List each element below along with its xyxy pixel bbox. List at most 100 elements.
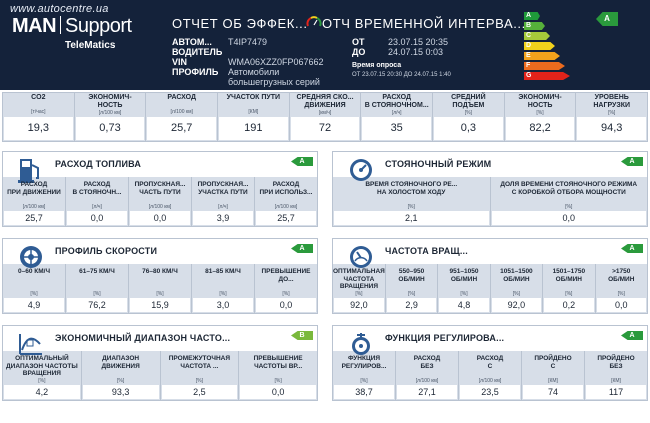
panel-control: ФУНКЦИЯ РЕГУЛИРОВА... A ФУНКЦИЯ РЕГУЛИРОВ..…	[332, 325, 648, 401]
speedometer-icon	[347, 156, 375, 189]
metric-label: ВРЕМЯ СТОЯНОЧНОГО РЕ... НА ХОЛОСТОМ ХОДУ	[365, 181, 458, 196]
metric-label: ПРОМЕЖУТОЧНАЯ ЧАСТОТА ...	[168, 355, 231, 370]
field-driver: ВОДИТЕЛЬ	[172, 47, 223, 57]
summary-value: 94,3	[577, 117, 647, 140]
field-to: ДО 24.07.15 0:03	[352, 47, 444, 57]
brand-man: MAN	[12, 15, 57, 37]
metric-cell: 76–80 КМ/Ч [%] 15,9	[129, 264, 192, 313]
efficiency-bar-f: F	[524, 62, 565, 70]
panel-title: ЧАСТОТА ВРАЩ...	[385, 246, 468, 256]
metric-value: 4,2	[4, 385, 80, 399]
panel-idle: СТОЯНОЧНЫЙ РЕЖИМ A ВРЕМЯ СТОЯНОЧНОГО РЕ...…	[332, 151, 648, 227]
panel-speed: ПРОФИЛЬ СКОРОСТИ A 0–60 КМ/Ч [%] 4,9 61–75 КМ…	[2, 238, 318, 314]
metric-cell: ПРЕВЫШЕНИЕ ЧАСТОТЫ ВР... [%] 0,0	[239, 351, 317, 400]
summary-label: ЭКОНОМИЧ- НОСТЬ	[88, 94, 132, 109]
metric-unit: [%]	[274, 377, 282, 384]
metric-label: 0–60 КМ/Ч	[17, 268, 51, 275]
summary-value: 72	[290, 117, 360, 140]
efficiency-bar-a: A	[524, 12, 540, 20]
summary-cell: РАСХОД [л/100 км] 25,7	[146, 93, 219, 141]
panel-header: ПРОФИЛЬ СКОРОСТИ A	[3, 239, 317, 268]
gauge-icon	[306, 16, 322, 27]
metric-cell: РАСХОД С [л/100 км] 23,5	[459, 351, 522, 400]
metric-value: 76,2	[67, 298, 127, 312]
metric-unit: [%]	[282, 290, 290, 297]
metric-unit: [%]	[38, 377, 46, 384]
metric-cell: РАСХОД ПРИ ИСПОЛЬЗ... [л/100 км] 25,7	[255, 177, 317, 226]
panel-header: РАСХОД ТОПЛИВА A	[3, 152, 317, 183]
metric-unit: [л/100 км]	[274, 203, 298, 210]
summary-row: CO2 [т/час] 19,3 ЭКОНОМИЧ- НОСТЬ [л/100 км] 0,…	[2, 92, 648, 142]
summary-label: ЭКОНОМИЧ- НОСТЬ	[518, 94, 562, 109]
metric-unit: [%]	[407, 290, 416, 297]
metric-value: 23,5	[460, 385, 520, 399]
metric-label: РАСХОД В СТОЯНОЧН...	[72, 181, 122, 196]
efficiency-bar-d: D	[524, 42, 555, 50]
metric-cell: ОПТИМАЛЬНАЯ ЧАСТОТА ВРАЩЕНИЯ [%] 92,0	[333, 264, 386, 313]
metric-cell: ДИАПАЗОН ДВИЖЕНИЯ [%] 93,3	[82, 351, 161, 400]
panel-grade-badge: A	[291, 157, 313, 166]
metric-value: 2,9	[386, 298, 437, 312]
metric-cell: ДОЛЯ ВРЕМЕНИ СТОЯНОЧНОГО РЕЖИМА С КОРОБКО…	[491, 177, 648, 226]
summary-value: 82,2	[505, 117, 575, 140]
summary-unit: [КМ]	[248, 109, 259, 116]
panel-grade-badge: B	[291, 331, 313, 340]
summary-unit: [%]	[464, 110, 472, 116]
metric-value: 15,9	[130, 298, 190, 312]
metric-label: ДИАПАЗОН ДВИЖЕНИЯ	[101, 355, 140, 370]
summary-label: СРЕДНЯЯ СКО... ДВИЖЕНИЯ	[296, 94, 354, 109]
summary-cell: РАСХОД В СТОЯНОЧНОМ... [л/ч] 35	[361, 93, 434, 141]
metric-unit: [л/ч]	[92, 203, 102, 210]
panel-grade-badge: A	[621, 157, 643, 166]
panel-title: РАСХОД ТОПЛИВА	[55, 159, 142, 169]
summary-value: 35	[362, 117, 432, 140]
metric-label: 81–85 КМ/Ч	[205, 268, 241, 275]
metric-value: 4,8	[439, 298, 489, 312]
field-profile: ПРОФИЛЬ Автомобили	[172, 67, 280, 77]
metric-value: 74	[523, 385, 583, 399]
panel-content: 0–60 КМ/Ч [%] 4,9 61–75 КМ/Ч [%] 76,2 76–80 КМ…	[3, 264, 317, 313]
panel-title: ПРОФИЛЬ СКОРОСТИ	[55, 246, 158, 256]
metric-value: 0,0	[256, 298, 316, 312]
metric-label: ПРОЙДЕНО С	[534, 355, 572, 370]
metric-label: 550–950 ОБ/МИН	[398, 268, 425, 283]
metric-value: 0,0	[130, 211, 190, 225]
metric-cell: ПРОМЕЖУТОЧНАЯ ЧАСТОТА ... [%] 2,5	[161, 351, 240, 400]
metric-unit: [%]	[407, 203, 415, 210]
metric-cell: РАСХОД БЕЗ [л/100 км] 27,1	[396, 351, 459, 400]
metric-label: ПРЕВЫШЕНИЕ ДО...	[261, 268, 311, 283]
panel-grade-badge: A	[621, 244, 643, 253]
metric-cell: ВРЕМЯ СТОЯНОЧНОГО РЕ... НА ХОЛОСТОМ ХОДУ […	[333, 177, 491, 226]
metric-label: ДОЛЯ ВРЕМЕНИ СТОЯНОЧНОГО РЕЖИМА С КОРОБКО…	[500, 181, 638, 196]
metric-unit: [%]	[360, 377, 368, 384]
summary-unit: [%]	[608, 110, 616, 116]
metric-unit: [%]	[93, 290, 101, 297]
metric-label: 1051–1500 ОБ/МИН	[500, 268, 533, 283]
metric-label: РАСХОД ПРИ ИСПОЛЬЗ...	[259, 181, 313, 196]
metric-cell: ФУНКЦИЯ РЕГУЛИРОВ... [%] 38,7	[333, 351, 396, 400]
panel-grade-badge: A	[291, 244, 313, 253]
metric-cell: ПРОПУСКНАЯ... ЧАСТЬ ПУТИ [л/100 км] 0,0	[129, 177, 192, 226]
summary-unit: [%]	[536, 110, 544, 116]
panel-title: СТОЯНОЧНЫЙ РЕЖИМ	[385, 159, 492, 169]
metric-unit: [КМ]	[548, 377, 558, 384]
metric-unit: [%]	[512, 290, 521, 297]
metric-label: РАСХОД С	[476, 355, 504, 370]
summary-cell: СРЕДНЯЯ СКО... ДВИЖЕНИЯ [км/ч] 72	[290, 93, 362, 141]
metric-label: 61–75 КМ/Ч	[79, 268, 115, 275]
metric-unit: [л/ч]	[218, 203, 228, 210]
summary-cell: ЭКОНОМИЧ- НОСТЬ [%] 82,2	[505, 93, 577, 141]
metric-value: 25,7	[4, 211, 64, 225]
poll-label: Время опроса	[352, 62, 402, 69]
summary-unit: [л/100 км]	[98, 110, 122, 116]
tachometer-icon	[347, 243, 375, 276]
metric-label: ПРОПУСКНАЯ... УЧАСТКА ПУТИ	[197, 181, 249, 196]
metric-value: 0,0	[596, 298, 646, 312]
field-vin: VIN WMA06XZZ0FP067662	[172, 57, 324, 67]
metric-unit: [%]	[195, 377, 203, 384]
metric-value: 0,0	[67, 211, 127, 225]
summary-unit: [т/час]	[31, 109, 46, 116]
metric-label: ПРОЙДЕНО БЕЗ	[597, 355, 635, 370]
summary-label: СРЕДНИЙ ПОДЪЕМ	[451, 94, 486, 109]
